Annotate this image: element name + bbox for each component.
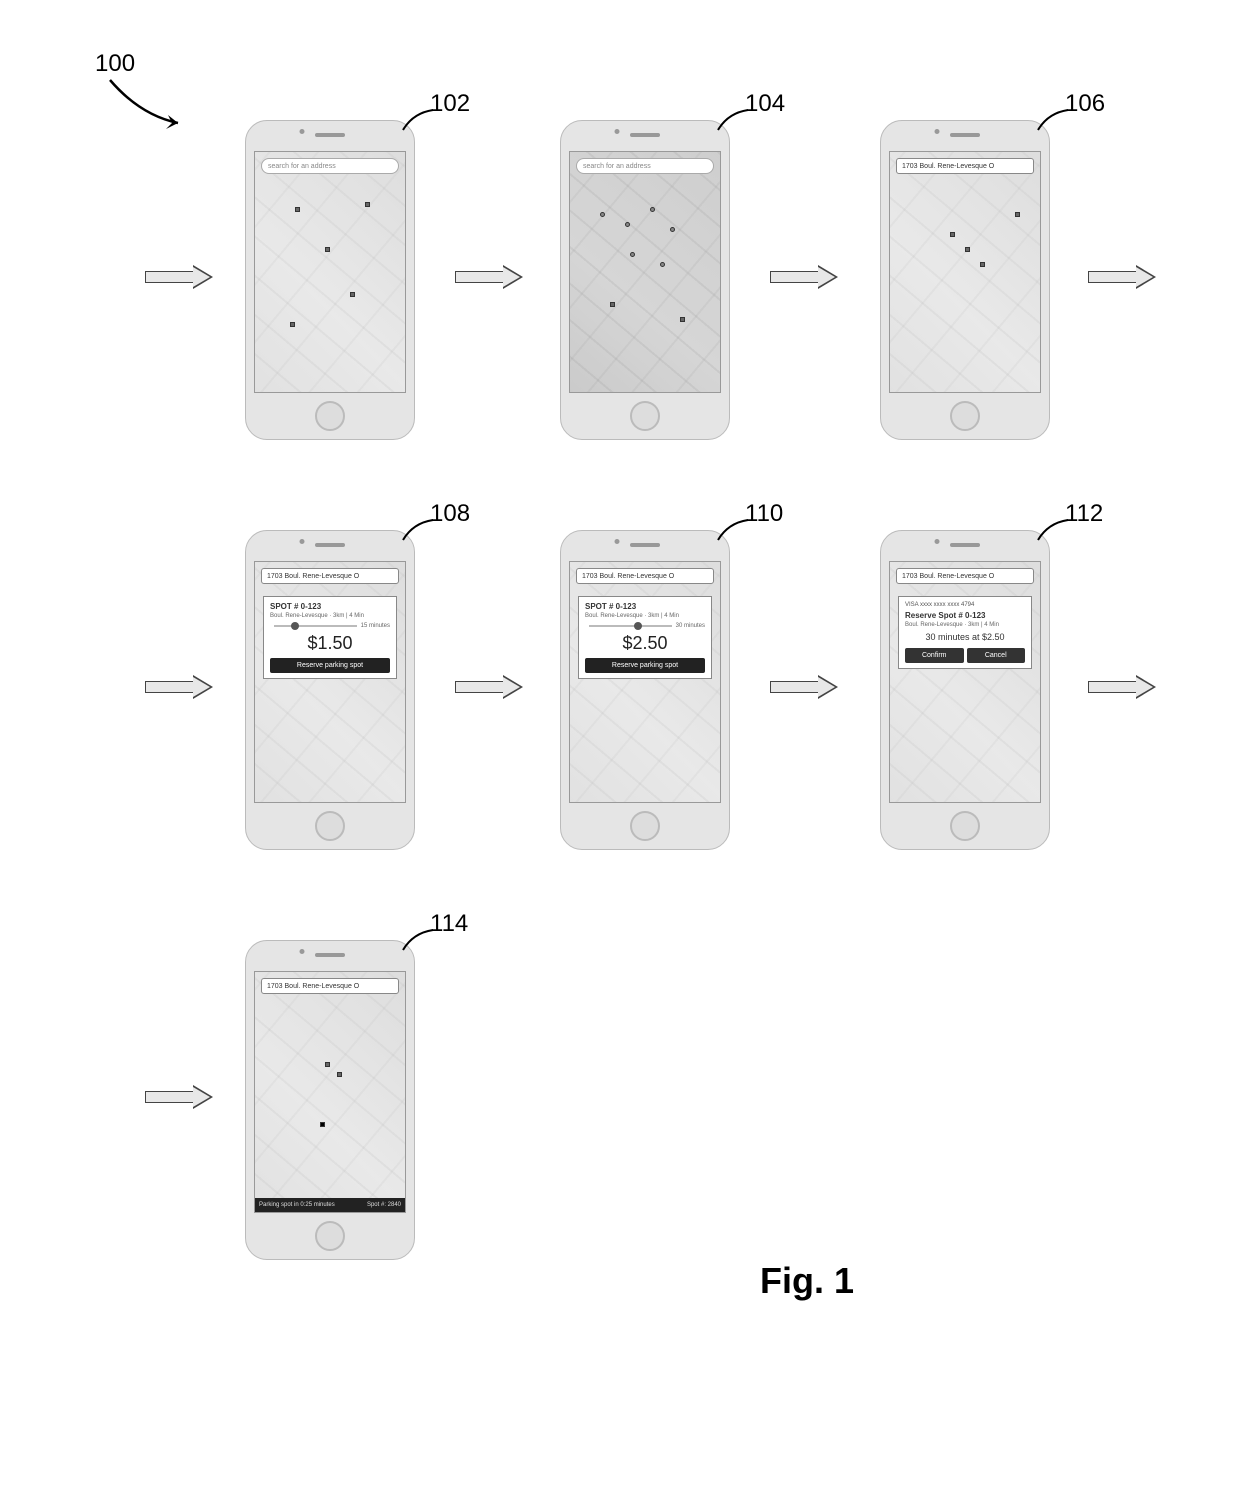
- flow-arrow: [455, 265, 525, 289]
- spot-card: SPOT # 0-123 Boul. Rene-Levesque · 3km |…: [263, 596, 397, 679]
- confirm-title: Reserve Spot # 0-123: [905, 611, 1025, 620]
- phone-screen-106: 1703 Boul. Rene-Levesque O: [880, 120, 1050, 440]
- ref-100-arrow: [100, 75, 200, 135]
- leader-108: [398, 518, 438, 543]
- home-button[interactable]: [315, 401, 345, 431]
- home-button[interactable]: [630, 401, 660, 431]
- status-left: Parking spot in 0:25 minutes: [259, 1202, 335, 1208]
- spot-subtitle: Boul. Rene-Levesque · 3km | 4 Min: [585, 613, 705, 619]
- confirm-card: VISA xxxx xxxx xxxx 4794 Reserve Spot # …: [898, 596, 1032, 669]
- phone-screen-104: search for an address: [560, 120, 730, 440]
- phone-screen-114: 1703 Boul. Rene-Levesque O Parking spot …: [245, 940, 415, 1260]
- phone-screen-112: 1703 Boul. Rene-Levesque O VISA xxxx xxx…: [880, 530, 1050, 850]
- map-background: [255, 152, 405, 392]
- address-bar[interactable]: 1703 Boul. Rene-Levesque O: [261, 568, 399, 584]
- leader-112: [1033, 518, 1073, 543]
- duration-label: 15 minutes: [361, 623, 390, 629]
- address-bar[interactable]: 1703 Boul. Rene-Levesque O: [261, 978, 399, 994]
- flow-arrow: [145, 265, 215, 289]
- flow-arrow: [455, 675, 525, 699]
- spot-subtitle: Boul. Rene-Levesque · 3km | 4 Min: [270, 613, 390, 619]
- home-button[interactable]: [315, 811, 345, 841]
- leader-110: [713, 518, 753, 543]
- duration-slider[interactable]: [274, 625, 357, 627]
- status-right: Spot #: 2840: [367, 1202, 401, 1208]
- price-display: $2.50: [585, 633, 705, 654]
- home-button[interactable]: [315, 1221, 345, 1251]
- phone-screen-108: 1703 Boul. Rene-Levesque O SPOT # 0-123 …: [245, 530, 415, 850]
- phone-screen-110: 1703 Boul. Rene-Levesque O SPOT # 0-123 …: [560, 530, 730, 850]
- spot-title: SPOT # 0-123: [270, 602, 390, 611]
- flow-arrow: [145, 675, 215, 699]
- map-background: [255, 972, 405, 1212]
- leader-106: [1033, 108, 1073, 133]
- duration-slider[interactable]: [589, 625, 672, 627]
- flow-arrow: [145, 1085, 215, 1109]
- map-background: [890, 152, 1040, 392]
- status-bar: Parking spot in 0:25 minutes Spot #: 284…: [255, 1198, 405, 1212]
- flow-arrow: [770, 675, 840, 699]
- confirm-summary: 30 minutes at $2.50: [905, 632, 1025, 642]
- flow-arrow: [770, 265, 840, 289]
- confirm-button[interactable]: Confirm: [905, 648, 964, 663]
- search-input[interactable]: search for an address: [261, 158, 399, 174]
- cancel-button[interactable]: Cancel: [967, 648, 1026, 663]
- home-button[interactable]: [950, 401, 980, 431]
- reserve-button[interactable]: Reserve parking spot: [585, 658, 705, 673]
- confirm-subtitle: Boul. Rene-Levesque · 3km | 4 Min: [905, 622, 1025, 628]
- search-input[interactable]: search for an address: [576, 158, 714, 174]
- ref-100-label: 100: [95, 50, 135, 78]
- figure-label: Fig. 1: [760, 1260, 854, 1302]
- address-bar[interactable]: 1703 Boul. Rene-Levesque O: [896, 158, 1034, 174]
- flow-arrow: [1088, 675, 1158, 699]
- leader-102: [398, 108, 438, 133]
- flow-arrow: [1088, 265, 1158, 289]
- payment-line: VISA xxxx xxxx xxxx 4794: [905, 602, 1025, 608]
- leader-104: [713, 108, 753, 133]
- address-bar[interactable]: 1703 Boul. Rene-Levesque O: [896, 568, 1034, 584]
- address-bar[interactable]: 1703 Boul. Rene-Levesque O: [576, 568, 714, 584]
- home-button[interactable]: [630, 811, 660, 841]
- home-button[interactable]: [950, 811, 980, 841]
- price-display: $1.50: [270, 633, 390, 654]
- reserve-button[interactable]: Reserve parking spot: [270, 658, 390, 673]
- spot-card: SPOT # 0-123 Boul. Rene-Levesque · 3km |…: [578, 596, 712, 679]
- phone-screen-102: search for an address: [245, 120, 415, 440]
- duration-label: 30 minutes: [676, 623, 705, 629]
- map-background: [570, 152, 720, 392]
- leader-114: [398, 928, 438, 953]
- spot-title: SPOT # 0-123: [585, 602, 705, 611]
